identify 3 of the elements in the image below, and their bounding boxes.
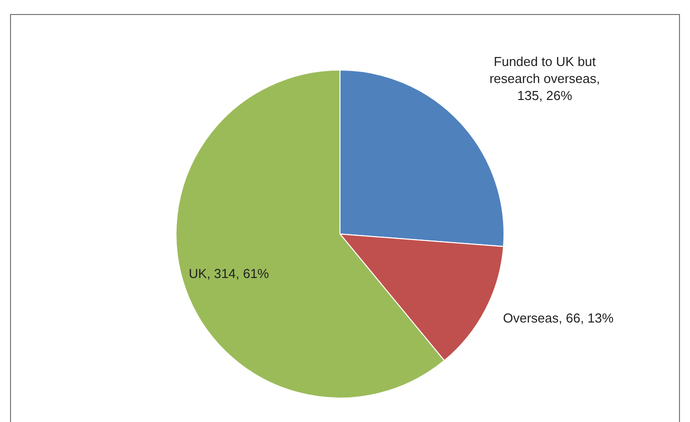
slice-label: Overseas, 66, 13% [503,310,614,326]
slice-label: Funded to UK but research overseas, 135, 26% [489,54,600,104]
slice-label: UK, 314, 61% [188,266,270,281]
